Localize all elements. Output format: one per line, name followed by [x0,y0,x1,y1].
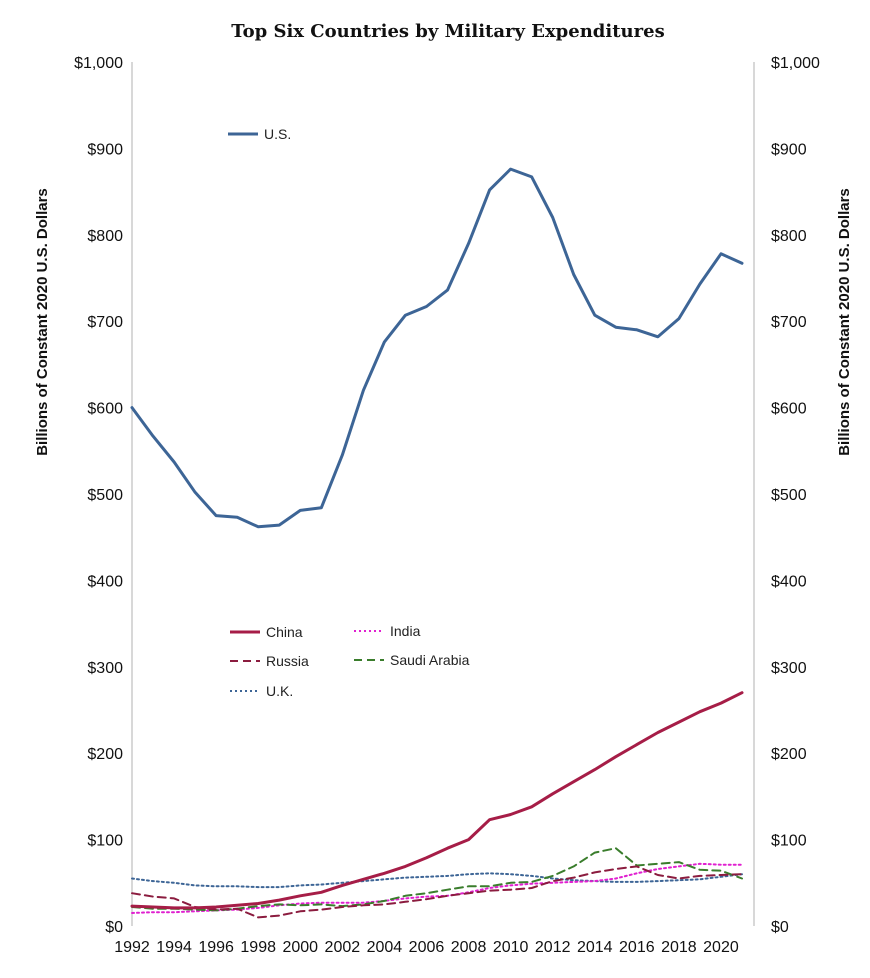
legend-item-india: India [354,623,421,639]
y-tick-right: $300 [771,660,807,677]
y-tick-right: $600 [771,401,807,418]
chart-title: Top Six Countries by Military Expenditur… [231,21,664,42]
legend-item-russia: Russia [230,653,309,669]
legend-item-us: U.S. [228,126,291,142]
x-tick-labels: 1992 1994 1996 1998 2000 2002 2004 2006 2008 2010… [114,939,739,956]
x-tick: 2006 [409,939,445,956]
x-tick: 1992 [114,939,150,956]
right-tick-labels: $0 $100 $200 $300 $400 $500 $600 $700 $800 $900 $1… [771,55,820,936]
legend-label-india: India [390,623,421,639]
x-tick: 2014 [577,939,613,956]
legend-label-uk: U.K. [266,683,293,699]
y-tick-left: $0 [105,919,123,936]
left-axis-label: Billions of Constant 2020 U.S. Dollars [34,188,51,456]
x-tick: 2020 [703,939,739,956]
x-tick: 2000 [282,939,318,956]
legend-label-china: China [266,624,303,640]
x-tick: 2012 [535,939,571,956]
x-tick: 1998 [240,939,276,956]
legend-item-uk: U.K. [230,683,293,699]
series-line-russia [131,865,743,919]
right-axis-label: Billions of Constant 2020 U.S. Dollars [836,188,853,456]
y-tick-left: $700 [87,314,123,331]
y-tick-left: $500 [87,487,123,504]
legend-label-russia: Russia [266,653,309,669]
y-tick-right: $900 [771,141,807,158]
y-tick-right: $0 [771,919,789,936]
series-line-u-s [130,167,744,529]
left-tick-labels: $0 $100 $200 $300 $400 $500 $600 $700 $800 $900 $1… [74,55,123,936]
y-tick-left: $100 [87,833,123,850]
series-line-u-k [131,872,743,889]
x-tick: 2004 [367,939,403,956]
x-tick: 1996 [198,939,234,956]
x-tick: 1994 [156,939,192,956]
x-tick: 2008 [451,939,487,956]
x-tick: 2010 [493,939,529,956]
axes [131,62,755,926]
series-line-china [130,691,744,910]
legend: U.S. China Russia U.K. India Saudi Arabi… [228,126,470,699]
y-tick-left: $600 [87,401,123,418]
legend-item-saudi-arabia: Saudi Arabia [354,652,470,668]
series-line-saudi-arabia [131,847,743,912]
y-tick-right: $200 [771,746,807,763]
legend-label-us: U.S. [264,126,291,142]
y-tick-right: $700 [771,314,807,331]
x-tick: 2018 [661,939,697,956]
series-group [130,167,744,919]
y-tick-right: $800 [771,228,807,245]
legend-label-saudi-arabia: Saudi Arabia [390,652,470,668]
y-tick-left: $300 [87,660,123,677]
y-tick-right: $400 [771,573,807,590]
y-tick-left: $800 [87,228,123,245]
y-tick-right: $100 [771,833,807,850]
x-tick: 2016 [619,939,655,956]
x-tick: 2002 [325,939,361,956]
y-tick-right: $1,000 [771,55,820,72]
y-tick-left: $900 [87,141,123,158]
y-tick-left: $400 [87,573,123,590]
y-tick-left: $200 [87,746,123,763]
legend-item-china: China [230,624,303,640]
y-tick-left: $1,000 [74,55,123,72]
y-tick-right: $500 [771,487,807,504]
